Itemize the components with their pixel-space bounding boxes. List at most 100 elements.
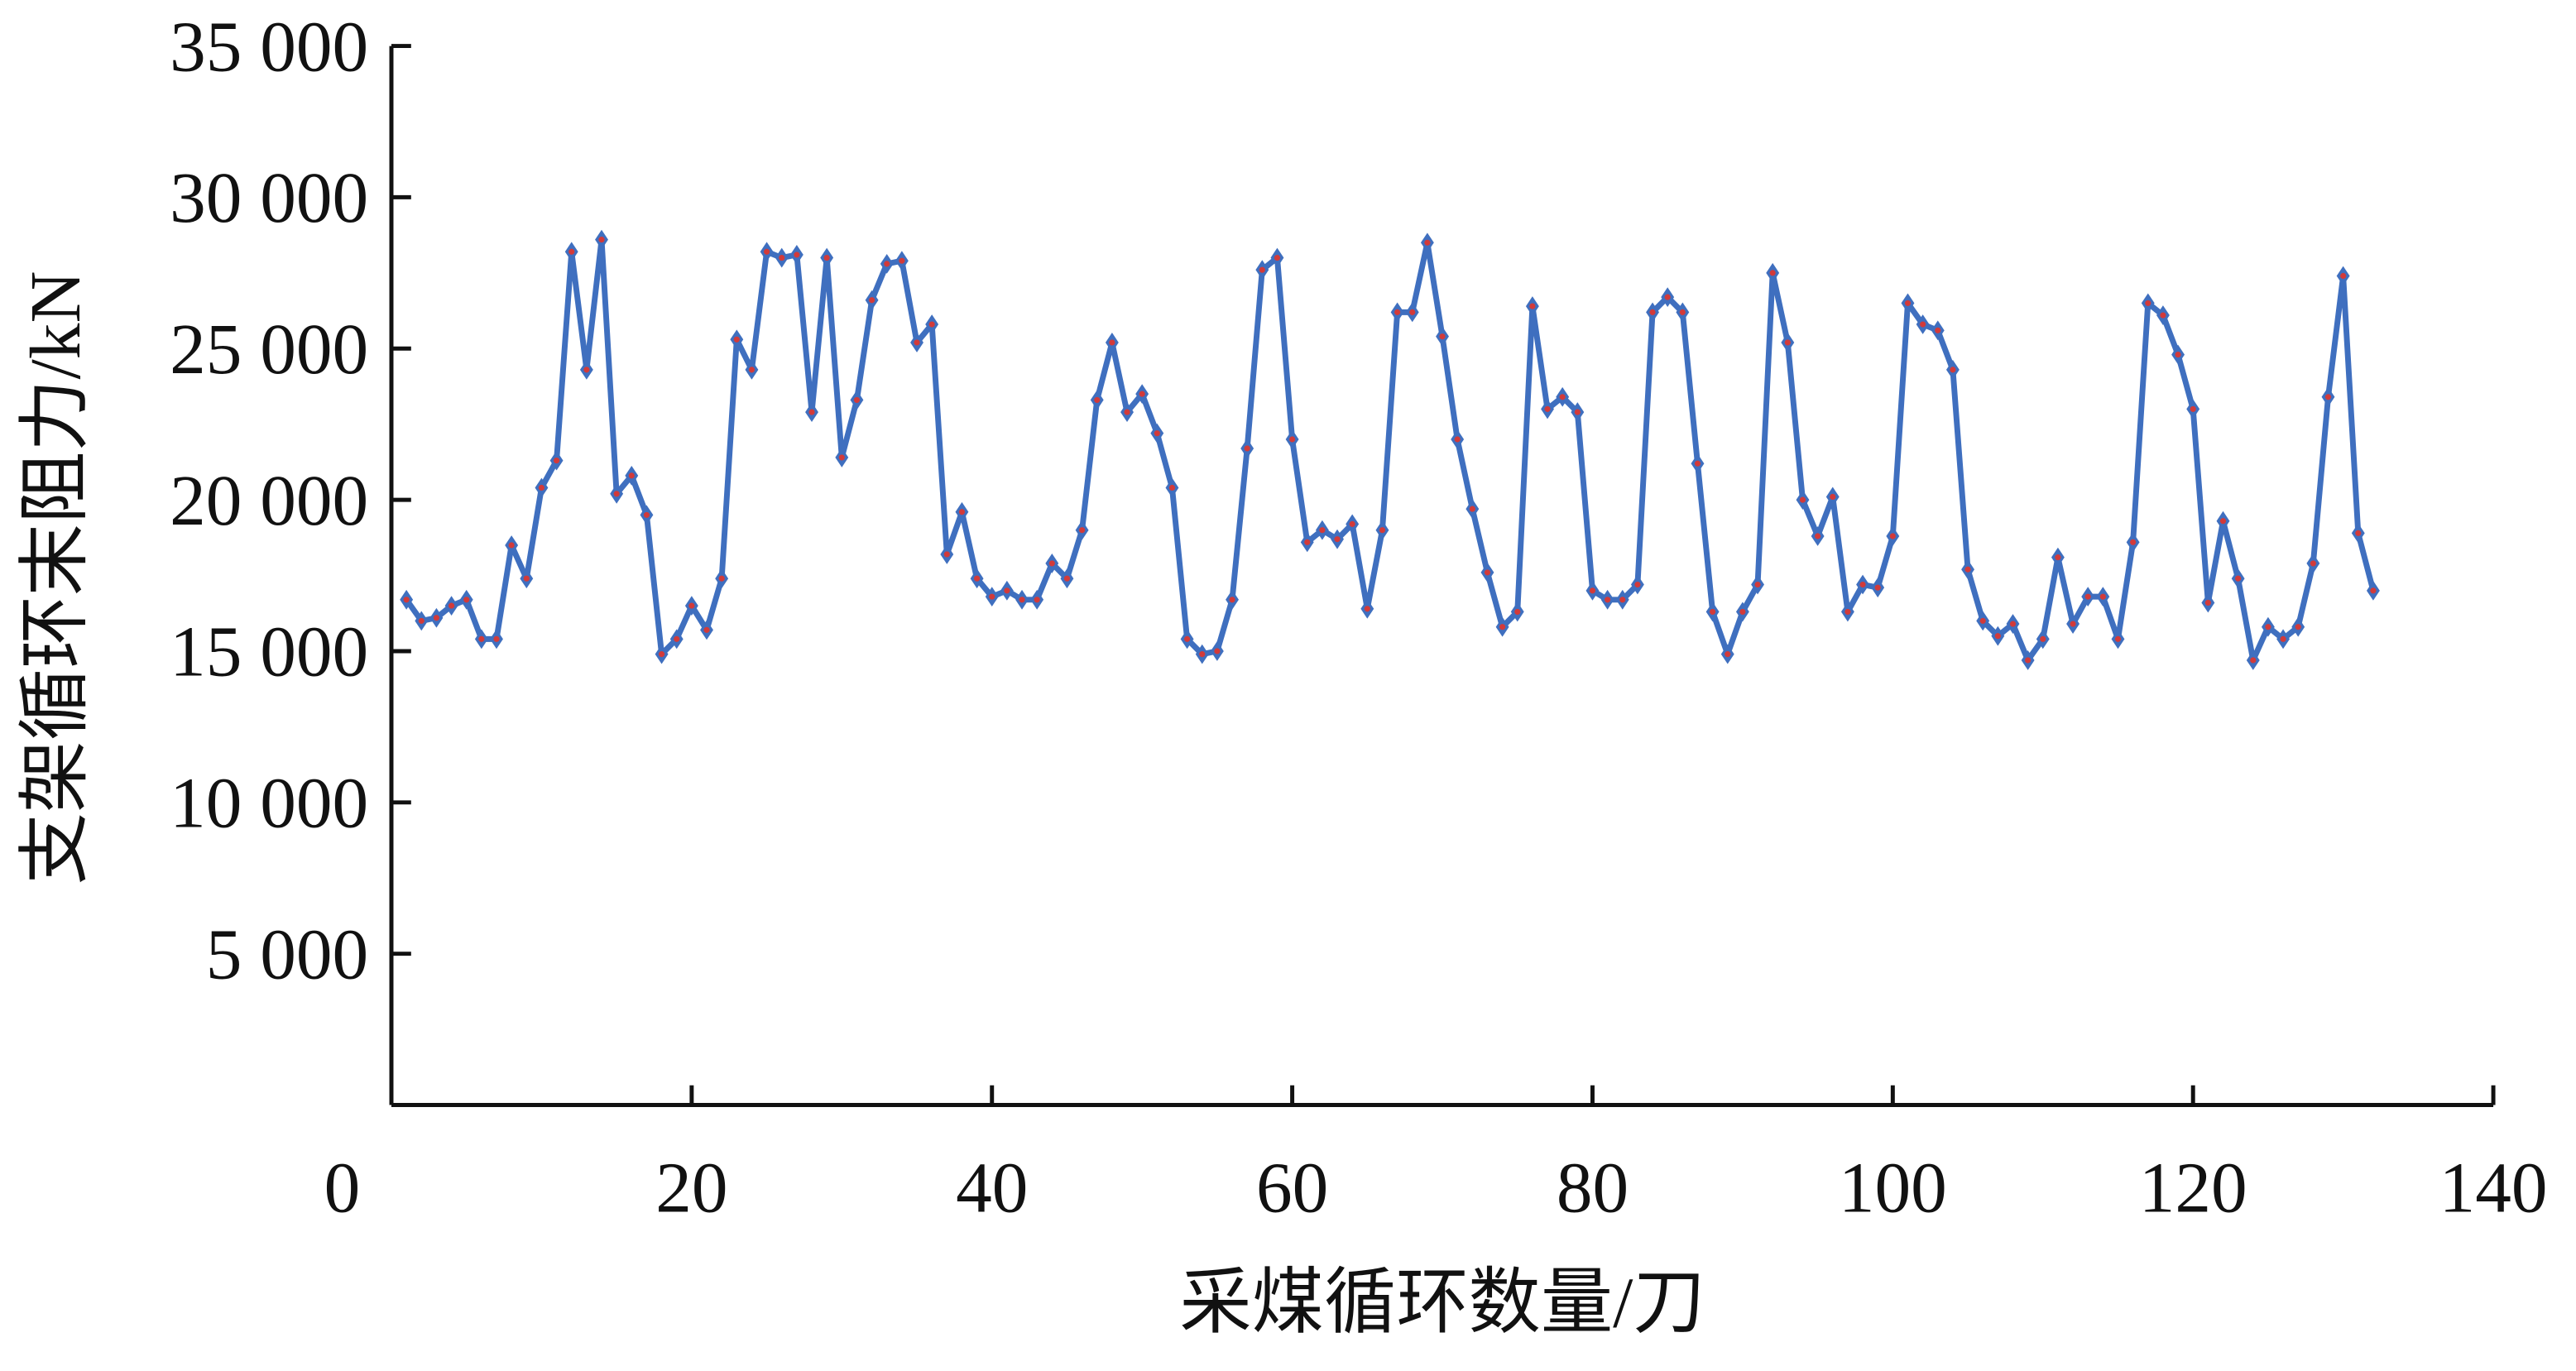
x-tick-label: 40 [956,1148,1028,1228]
marker-dot [2219,518,2227,525]
y-tick-label: 35 000 [170,6,368,86]
marker-dot [1529,303,1536,309]
marker-dot [2070,621,2076,627]
marker-dot [583,367,590,373]
marker-dot [928,321,935,328]
marker-dot [568,248,575,255]
marker-dot [1725,651,1731,658]
marker-dot [1004,587,1010,594]
marker-dot [478,635,485,642]
marker-dot [1469,506,1475,512]
marker-dot [718,575,725,582]
marker-dot [1979,617,1986,624]
marker-dot [598,237,605,243]
marker-dot [688,602,695,609]
marker-dot [958,509,966,515]
marker-dot [1319,527,1326,534]
marker-dot [1605,597,1611,603]
marker-dot [1439,333,1446,340]
marker-dot [1349,520,1355,527]
marker-dot [1574,409,1581,415]
marker-dot [2355,530,2362,536]
marker-dot [2190,405,2196,412]
marker-dot [703,626,710,633]
marker-dot [403,597,410,603]
marker-dot [2324,394,2332,400]
marker-dot [449,602,455,609]
marker-dot [974,575,981,582]
marker-dot [508,542,515,549]
marker-dot [1124,409,1130,415]
marker-dot [1454,436,1461,443]
marker-dot [1844,608,1851,615]
marker-dot [1168,484,1176,491]
marker-dot [1109,339,1115,346]
y-tick-label: 5 000 [206,913,368,994]
x-tick-label: 120 [2139,1148,2247,1228]
marker-dot [2040,635,2046,642]
marker-dot [1544,405,1551,412]
marker-dot [853,396,861,404]
marker-dot [2340,272,2347,280]
marker-dot [1394,309,1401,315]
marker-dot [523,575,530,582]
marker-dot [433,615,440,621]
marker-dot [1063,575,1071,582]
marker-dot [1274,254,1281,261]
marker-dot [2250,657,2257,664]
marker-dot [1244,445,1250,452]
marker-dot [1229,597,1235,603]
marker-dot [1679,309,1686,315]
marker-dot [554,458,560,464]
x-tick-label: 80 [1557,1148,1629,1228]
marker-dot [1214,648,1221,654]
marker-dot [1019,597,1025,603]
marker-dot [1950,367,1956,373]
marker-dot [1920,321,1926,328]
x-tick-label: 0 [324,1148,361,1228]
marker-dot [1889,533,1896,539]
marker-dot [1379,527,1386,534]
marker-dot [1619,597,1626,603]
marker-dot [613,491,620,497]
marker-dot [1649,309,1656,315]
marker-dot [1874,584,1881,591]
marker-dot [764,248,770,255]
marker-dot [1739,608,1746,615]
marker-dot [1859,581,1866,588]
marker-dot [2145,300,2151,306]
marker-dot [1815,533,1821,539]
marker-dot [2280,635,2286,642]
y-axis-title: 支架循环末阻力/kN [15,271,95,885]
x-tick-label: 60 [1256,1148,1328,1228]
marker-dot [1589,587,1596,594]
marker-dot [2025,657,2032,664]
marker-dot [1769,270,1776,276]
y-tick-label: 10 000 [170,763,368,843]
marker-dot [1484,569,1491,576]
marker-dot [2370,587,2377,594]
marker-dot [2130,539,2137,545]
marker-dot [493,635,500,642]
marker-dot [1034,597,1040,603]
y-tick-label: 25 000 [170,309,368,389]
marker-dot [1424,239,1431,246]
marker-dot [1199,651,1206,658]
marker-dot [418,617,425,624]
marker-dot [628,472,635,479]
marker-dot [2265,624,2271,630]
marker-dot [869,297,875,304]
marker-dot [674,635,680,642]
marker-dot [1289,436,1296,443]
marker-dot [463,597,470,603]
marker-dot [823,254,830,261]
marker-dot [1994,633,2001,640]
marker-dot [1710,608,1716,615]
marker-dot [748,367,756,373]
marker-dot [659,651,665,658]
marker-dot [1634,581,1641,588]
marker-dot [1694,460,1701,467]
marker-dot [2295,624,2301,630]
marker-dot [2175,352,2181,358]
marker-dot [1754,581,1761,588]
